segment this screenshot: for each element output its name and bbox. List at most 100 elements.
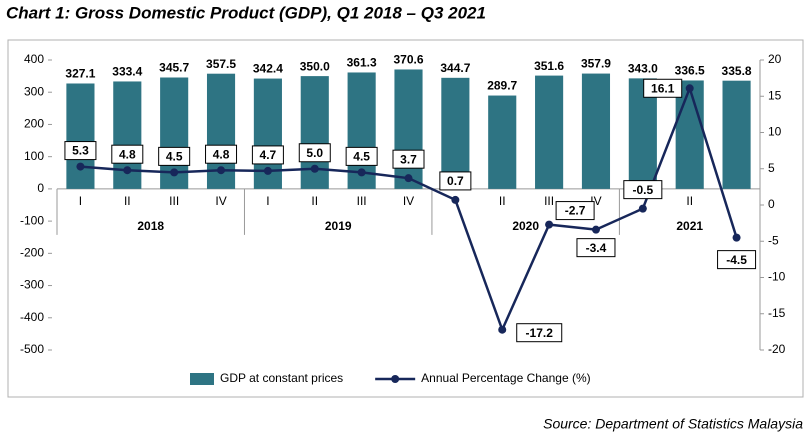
y2-tick-label: -15 — [768, 306, 786, 320]
y-tick-label: 100 — [24, 149, 44, 163]
bar-value-label: 336.5 — [675, 64, 705, 78]
line-marker — [732, 233, 741, 242]
line-value-label: 4.8 — [213, 147, 230, 161]
line-value-label: 4.8 — [119, 147, 136, 161]
label-box — [555, 201, 595, 221]
y2-tick-label: -5 — [768, 233, 779, 247]
bar-value-label: 350.0 — [300, 59, 330, 73]
bar-value-label: 327.1 — [65, 67, 95, 81]
y-tick-label: 400 — [24, 52, 44, 66]
line-marker — [217, 166, 226, 175]
label-box — [623, 180, 663, 200]
group-label: 2019 — [325, 219, 352, 233]
bar-value-label: 343.0 — [628, 62, 658, 76]
bar-value-label: 344.7 — [440, 61, 470, 75]
x-tick-label: II — [499, 194, 506, 208]
label-box — [392, 149, 425, 169]
legend-swatch — [190, 373, 214, 385]
x-tick-label: II — [124, 194, 131, 208]
y-tick-label: 300 — [24, 84, 44, 98]
y-tick-label: -400 — [20, 310, 44, 324]
x-tick-label: II — [311, 194, 318, 208]
line-marker — [76, 162, 85, 171]
label-box — [439, 171, 472, 191]
bar — [722, 80, 751, 189]
line-value-label: -4.5 — [726, 253, 747, 267]
x-tick-label: IV — [215, 194, 226, 208]
line-marker — [591, 225, 600, 234]
bar-value-label: 342.4 — [253, 62, 283, 76]
x-tick-label: IV — [590, 194, 601, 208]
label-box — [717, 250, 757, 270]
line-marker — [357, 168, 366, 177]
bar — [581, 73, 611, 189]
line-value-label: -3.4 — [586, 241, 607, 255]
source: Source: Department of Statistics Malaysi… — [543, 416, 803, 432]
line-marker — [170, 168, 179, 177]
label-box — [64, 141, 97, 161]
group-label: 2018 — [137, 219, 164, 233]
y-tick-label: 0 — [37, 181, 44, 195]
bar-value-label: 361.3 — [347, 56, 377, 70]
bar-value-label: 357.9 — [581, 57, 611, 71]
y-tick-label: -300 — [20, 278, 44, 292]
bar — [488, 95, 517, 189]
x-tick-label: I — [266, 194, 269, 208]
line-marker — [310, 164, 319, 173]
y2-tick-label: 0 — [768, 197, 775, 211]
bar-value-label: 351.6 — [534, 59, 564, 73]
y-tick-label: 200 — [24, 117, 44, 131]
bar-value-label: 345.7 — [159, 61, 189, 75]
y2-tick-label: -10 — [768, 270, 786, 284]
bar-value-label: 289.7 — [487, 79, 517, 93]
group-label: 2021 — [676, 219, 703, 233]
bar-value-label: 370.6 — [393, 53, 423, 67]
chart-title: Chart 1: Gross Domestic Product (GDP), Q… — [6, 3, 486, 22]
label-box — [111, 144, 144, 164]
x-tick-label: I — [79, 194, 82, 208]
legend-label: GDP at constant prices — [220, 371, 343, 385]
line-value-label: 3.7 — [400, 152, 417, 166]
bar-value-label: 333.4 — [112, 65, 142, 79]
line-marker — [123, 166, 132, 175]
line-value-label: 4.5 — [353, 150, 370, 164]
x-tick-label: III — [544, 194, 554, 208]
y2-tick-label: 10 — [768, 125, 782, 139]
label-box — [158, 146, 191, 166]
x-tick-label: II — [686, 194, 693, 208]
y-tick-label: -100 — [20, 213, 44, 227]
label-box — [298, 143, 331, 163]
label-box — [205, 144, 238, 164]
y2-tick-label: 20 — [768, 52, 782, 66]
label-box — [251, 145, 284, 165]
line-value-label: 4.5 — [166, 150, 183, 164]
y-tick-label: -500 — [20, 342, 44, 356]
y2-tick-label: 5 — [768, 161, 775, 175]
group-label: 2020 — [512, 219, 539, 233]
bar — [394, 69, 423, 189]
x-tick-label: III — [357, 194, 367, 208]
line-marker — [685, 84, 694, 93]
y2-tick-label: -20 — [768, 342, 786, 356]
line-marker — [263, 166, 272, 175]
bar — [441, 77, 470, 189]
line-marker — [451, 195, 460, 204]
line-value-label: -17.2 — [526, 326, 554, 340]
x-tick-label: III — [169, 194, 179, 208]
bar-value-label: 357.5 — [206, 57, 236, 71]
y-tick-label: -200 — [20, 246, 44, 260]
line-marker — [638, 204, 647, 213]
line-value-label: -2.7 — [565, 204, 586, 218]
x-tick-label: IV — [403, 194, 414, 208]
line-value-label: 5.0 — [306, 146, 323, 160]
line-value-label: 4.7 — [260, 148, 277, 162]
line-value-label: 16.1 — [651, 81, 675, 95]
line-value-label: 0.7 — [447, 174, 464, 188]
legend-label: Annual Percentage Change (%) — [421, 371, 590, 385]
bar-value-label: 335.8 — [722, 64, 752, 78]
legend-swatch — [391, 375, 400, 383]
chart-frame — [7, 39, 804, 398]
label-box — [643, 78, 683, 98]
label-box — [516, 323, 563, 343]
